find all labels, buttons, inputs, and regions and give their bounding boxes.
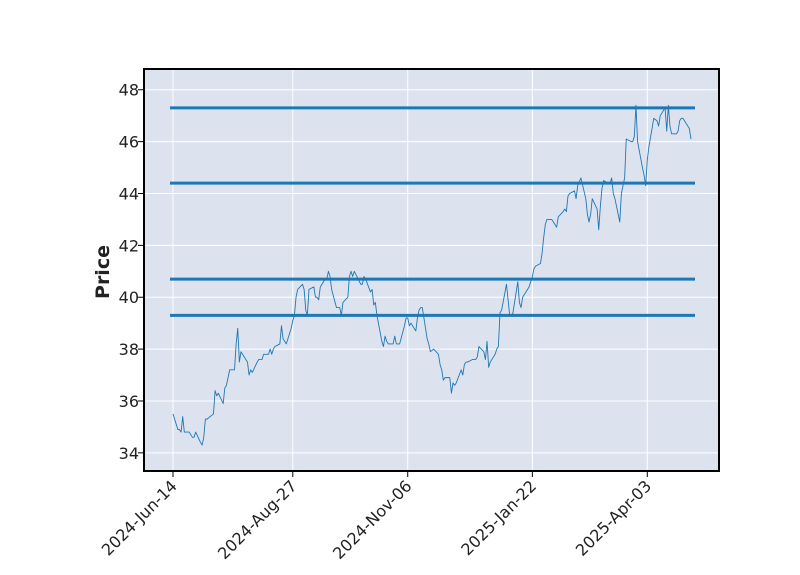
y-tick-label: 40 xyxy=(119,288,139,307)
x-tick-label: 2024-Aug-27 xyxy=(214,476,301,563)
y-tick-label: 34 xyxy=(119,444,139,463)
plot-background xyxy=(144,69,719,471)
x-tick-label: 2024-Nov-06 xyxy=(329,476,416,563)
y-tick-label: 44 xyxy=(119,184,139,203)
y-axis-label: Price xyxy=(92,245,114,299)
grid-lines xyxy=(144,69,719,471)
plot-frame xyxy=(143,68,720,472)
x-axis: 2024-Jun-14 2024-Aug-27 2024-Nov-06 2025-Ja… xyxy=(98,471,655,563)
y-tick-label: 38 xyxy=(119,340,139,359)
horizontal-levels xyxy=(170,106,695,317)
price-series xyxy=(172,104,692,446)
y-axis: 34 36 38 40 42 44 46 48 xyxy=(119,81,144,463)
y-tick-label: 36 xyxy=(119,392,139,411)
price-line xyxy=(172,104,692,446)
x-tick-label: 2024-Jun-14 xyxy=(98,476,181,559)
x-tick-label: 2025-Jan-22 xyxy=(457,476,540,559)
y-tick-label: 46 xyxy=(119,133,139,152)
x-tick-label: 2025-Apr-03 xyxy=(572,476,655,559)
y-tick-label: 48 xyxy=(119,81,139,100)
y-tick-label: 42 xyxy=(119,236,139,255)
